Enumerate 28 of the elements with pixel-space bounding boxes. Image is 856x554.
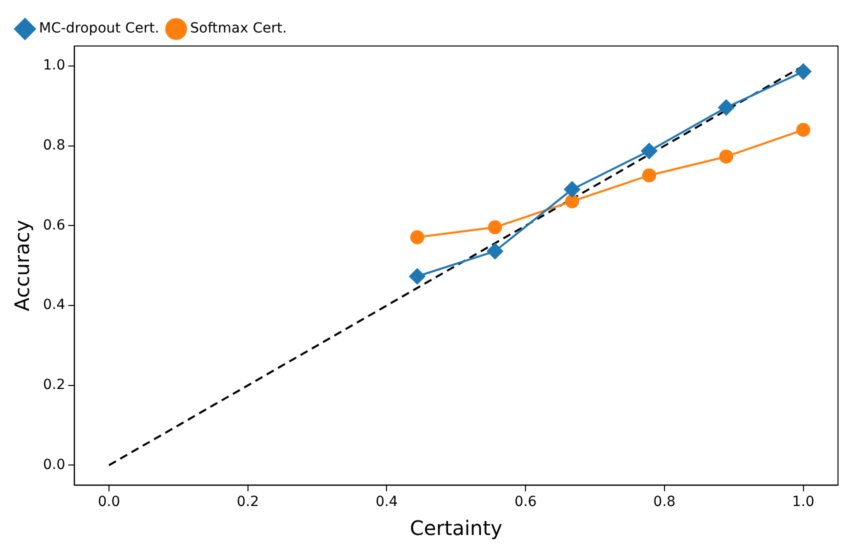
y-tick-label: 0.8 [43, 137, 66, 154]
y-tick-label: 1.0 [43, 58, 66, 74]
x-tick-label: 0.8 [653, 494, 676, 510]
x-tick-label: 0.4 [376, 494, 398, 510]
point [796, 122, 810, 137]
legend-label: MC-dropout Cert. [39, 20, 160, 37]
y-tick-label: 0.0 [43, 456, 66, 473]
y-tick-label: 0.2 [43, 377, 66, 394]
y-tick-label: 0.6 [43, 217, 66, 234]
point [795, 64, 812, 80]
point [642, 168, 656, 182]
point [487, 243, 504, 260]
y-tick-label: 0.4 [43, 297, 66, 314]
point [565, 194, 580, 208]
x-axis-title: Certainty [410, 516, 503, 540]
point [409, 268, 426, 284]
x-tick-label: 0.2 [236, 494, 259, 510]
legend-label: Softmax Cert. [190, 20, 287, 37]
point [641, 143, 658, 160]
point [488, 220, 502, 234]
point [719, 150, 734, 164]
y-axis-title: Accuracy [10, 220, 34, 312]
x-tick-label: 0.6 [514, 494, 537, 510]
x-tick-label: 0.0 [98, 494, 120, 510]
point [410, 230, 424, 244]
point [564, 181, 580, 198]
x-tick-label: 1.0 [792, 494, 814, 510]
point [718, 99, 734, 116]
